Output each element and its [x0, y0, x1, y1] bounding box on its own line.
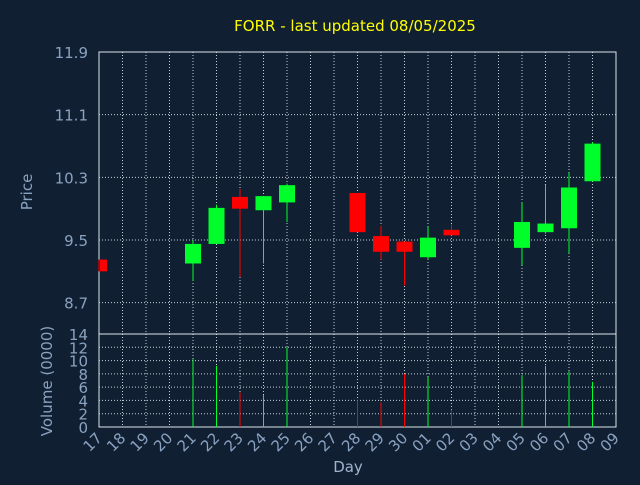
x-tick-label: 04 — [479, 429, 505, 455]
x-tick-label: 05 — [503, 429, 529, 455]
price-tick-label: 11.1 — [55, 107, 88, 125]
volume-tick-label: 8 — [78, 366, 88, 384]
candle-body — [349, 193, 366, 233]
x-tick-label: 07 — [550, 429, 576, 455]
volume-tick-label: 6 — [78, 379, 88, 397]
candle-body — [232, 196, 248, 209]
x-axis-label: Day — [333, 458, 363, 476]
x-tick-label: 29 — [362, 429, 388, 455]
price-tick-label: 11.9 — [55, 44, 88, 62]
chart-title: FORR - last updated 08/05/2025 — [234, 17, 476, 35]
x-tick-label: 28 — [338, 429, 364, 455]
candle-body — [279, 185, 295, 203]
volume-tick-label: 14 — [69, 326, 88, 344]
candle-body — [396, 241, 413, 252]
x-tick-label: 19 — [127, 429, 153, 455]
candle-body — [561, 187, 577, 229]
x-tick-label: 03 — [456, 429, 482, 455]
x-tick-label: 22 — [197, 429, 223, 455]
x-tick-label: 02 — [432, 429, 458, 455]
candle-body — [255, 196, 272, 211]
volume-tick-label: 2 — [78, 406, 88, 424]
x-tick-label: 26 — [291, 429, 317, 455]
price-tick-label: 10.3 — [55, 169, 88, 187]
price-tick-label: 8.7 — [64, 295, 88, 313]
x-tick-label: 30 — [385, 429, 411, 455]
x-tick-label: 20 — [150, 429, 176, 455]
x-tick-label: 24 — [244, 429, 270, 455]
volume-axis-label: Volume (0000) — [38, 326, 56, 436]
volume-tick-label: 4 — [78, 392, 88, 410]
candle-body — [373, 236, 389, 252]
candle-body — [208, 207, 225, 244]
x-tick-label: 01 — [409, 429, 435, 455]
candle-body — [537, 223, 554, 233]
volume-tick-label: 10 — [69, 353, 88, 371]
x-tick-label: 27 — [315, 429, 341, 455]
x-tick-label: 25 — [268, 429, 294, 455]
candle-body — [185, 243, 201, 264]
candle-body — [584, 143, 601, 182]
x-tick-label: 08 — [573, 429, 599, 455]
x-tick-label: 23 — [221, 429, 247, 455]
x-tick-label: 09 — [597, 429, 623, 455]
candle-body — [443, 229, 460, 236]
candle-body — [100, 259, 107, 272]
candle-body — [514, 221, 530, 248]
price-tick-label: 9.5 — [64, 232, 88, 250]
x-tick-label: 18 — [103, 429, 129, 455]
price-axis-label: Price — [18, 174, 36, 211]
volume-tick-label: 12 — [69, 339, 88, 357]
x-tick-label: 21 — [174, 429, 200, 455]
candle-body — [420, 237, 436, 258]
x-tick-label: 06 — [526, 429, 552, 455]
volume-tick-label: 0 — [78, 419, 88, 437]
